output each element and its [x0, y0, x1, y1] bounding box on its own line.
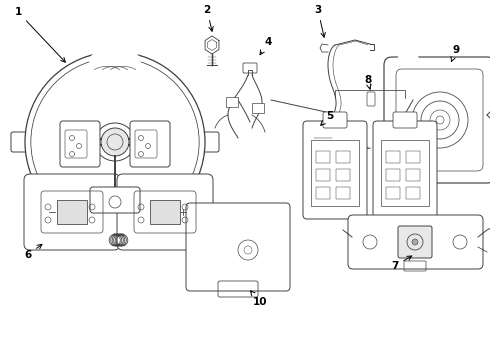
FancyBboxPatch shape: [348, 215, 483, 269]
FancyBboxPatch shape: [130, 121, 170, 167]
FancyBboxPatch shape: [303, 121, 367, 219]
Text: 9: 9: [451, 45, 460, 62]
Text: 5: 5: [321, 111, 334, 125]
FancyBboxPatch shape: [186, 203, 290, 291]
Ellipse shape: [25, 52, 205, 232]
FancyBboxPatch shape: [24, 174, 120, 250]
FancyBboxPatch shape: [90, 187, 140, 213]
Circle shape: [412, 239, 418, 245]
Text: 10: 10: [250, 291, 267, 307]
FancyBboxPatch shape: [384, 57, 490, 183]
FancyBboxPatch shape: [226, 97, 238, 107]
FancyBboxPatch shape: [312, 128, 334, 148]
FancyBboxPatch shape: [252, 103, 264, 113]
FancyBboxPatch shape: [393, 112, 417, 128]
Text: 7: 7: [392, 256, 412, 271]
FancyBboxPatch shape: [201, 132, 219, 152]
FancyBboxPatch shape: [11, 132, 29, 152]
FancyBboxPatch shape: [57, 200, 87, 224]
Wedge shape: [400, 47, 418, 65]
Text: 6: 6: [24, 244, 42, 260]
FancyBboxPatch shape: [60, 121, 100, 167]
FancyBboxPatch shape: [117, 174, 213, 250]
Text: 3: 3: [315, 5, 325, 37]
FancyBboxPatch shape: [323, 112, 347, 128]
Wedge shape: [90, 43, 140, 68]
FancyBboxPatch shape: [373, 121, 437, 219]
Text: 1: 1: [14, 7, 65, 62]
Text: 4: 4: [260, 37, 271, 55]
FancyBboxPatch shape: [398, 226, 432, 258]
Ellipse shape: [95, 123, 135, 161]
FancyBboxPatch shape: [150, 200, 180, 224]
Text: 2: 2: [203, 5, 213, 31]
Text: 8: 8: [365, 75, 371, 89]
Circle shape: [101, 128, 129, 156]
